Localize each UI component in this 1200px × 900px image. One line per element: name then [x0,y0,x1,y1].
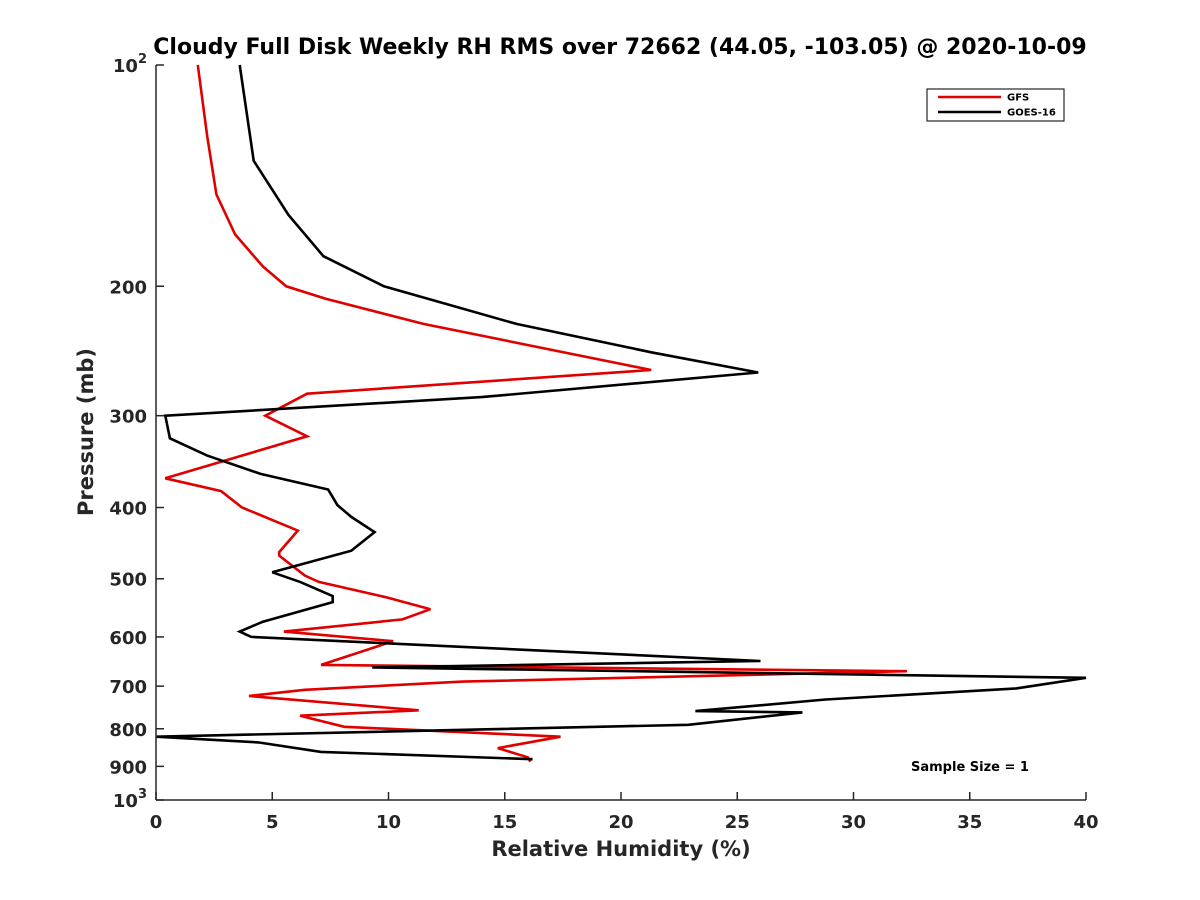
x-tick-label: 10 [376,812,401,833]
sample-size-annotation: Sample Size = 1 [911,760,1029,775]
series-line-goes-16 [155,64,1087,761]
x-tick-label: 5 [266,812,279,833]
y-tick-label: 800 [109,720,147,741]
legend-label-gfs: GFS [1007,93,1029,104]
x-tick-label: 25 [725,812,750,833]
y-tick-label: 700 [109,677,147,698]
y-tick-label: 500 [109,570,147,591]
y-tick-label-base: 700 [109,677,147,698]
y-tick-label: 300 [109,407,147,428]
y-tick-label-exponent: 3 [138,787,147,802]
x-tick-label: 0 [150,812,163,833]
y-tick-label: 400 [109,499,147,520]
x-tick-label: 15 [492,812,517,833]
y-tick-label-base: 300 [109,407,147,428]
y-tick-label: 900 [109,757,147,778]
x-tick-label: 30 [841,812,866,833]
y-tick-label: 600 [109,628,147,649]
y-tick-label-base: 10 [113,791,138,812]
series-line-gfs [164,64,908,763]
x-tick-label: 40 [1073,812,1098,833]
x-tick-label: 20 [608,812,633,833]
y-tick-label: 102 [113,52,147,77]
legend-box [926,88,1065,122]
y-tick-label-base: 900 [109,757,147,778]
legend-label-goes16: GOES-16 [1007,108,1056,119]
y-tick-label: 103 [113,787,147,812]
y-tick-label-base: 800 [109,720,147,741]
x-tick-label: 35 [957,812,982,833]
y-tick-label-base: 10 [113,56,138,77]
x-axis-label: Relative Humidity (%) [491,837,750,861]
y-axis-label: Pressure (mb) [74,348,98,516]
series-layer [155,64,1087,763]
y-tick-label-base: 600 [109,628,147,649]
legend: GFS GOES-16 [926,88,1065,122]
chart-title: Cloudy Full Disk Weekly RH RMS over 7266… [153,35,1086,60]
y-tick-label: 200 [109,277,147,298]
y-tick-label-base: 400 [109,499,147,520]
y-tick-label-exponent: 2 [138,52,147,67]
y-tick-label-base: 500 [109,570,147,591]
y-tick-label-base: 200 [109,277,147,298]
x-ticks: 0 5 10 15 20 25 30 35 40 [150,792,1099,833]
